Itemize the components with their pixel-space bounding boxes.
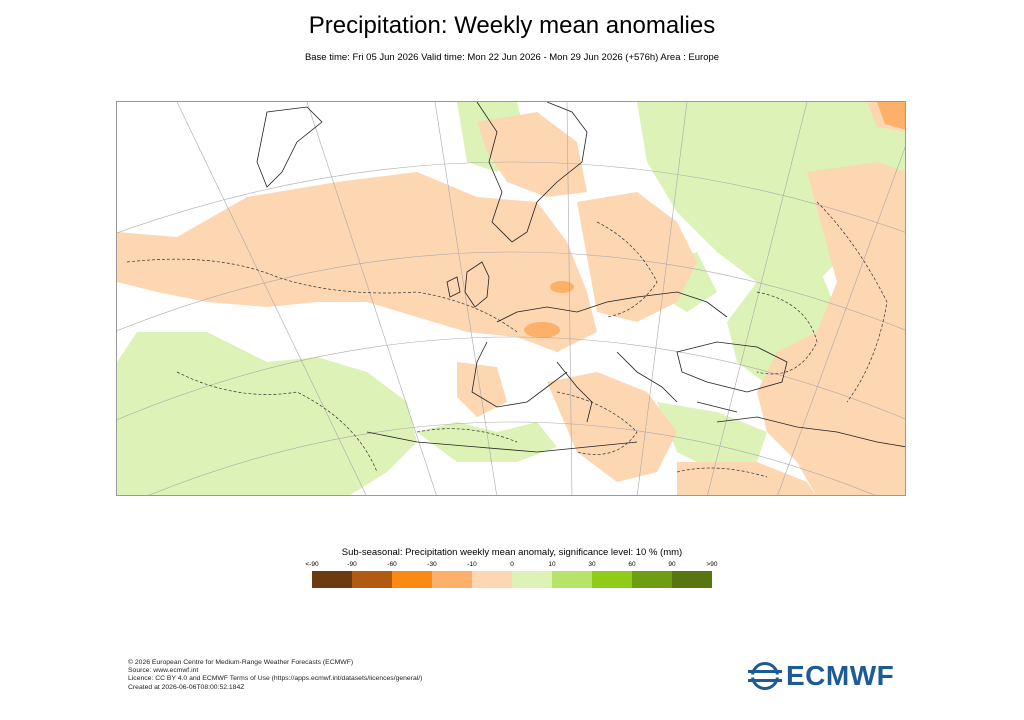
page-subtitle: Base time: Fri 05 Jun 2026 Valid time: M… — [304, 52, 720, 63]
legend-tick: 0 — [510, 561, 514, 568]
legend-tick: -90 — [347, 561, 357, 568]
anomaly-map — [116, 101, 906, 496]
footer-copyright: © 2026 European Centre for Medium-Range … — [128, 659, 354, 666]
significance-contours — [126, 201, 888, 478]
legend-tick: <-90 — [305, 561, 319, 568]
strong-dry-spots — [524, 102, 905, 338]
legend-title: Sub-seasonal: Precipitation weekly mean … — [341, 547, 683, 558]
footer-licence: Licence: CC BY 4.0 and ECMWF Terms of Us… — [128, 675, 423, 683]
legend-tick: -60 — [387, 561, 397, 568]
legend-tick: -30 — [427, 561, 437, 568]
legend-tick: >90 — [706, 561, 718, 568]
coastlines — [256, 102, 905, 453]
legend-swatch — [312, 571, 352, 588]
legend-swatch — [472, 571, 512, 588]
page-title: Precipitation: Weekly mean anomalies — [308, 12, 716, 39]
legend-tick: 10 — [548, 561, 556, 568]
ecmwf-logo-text: ECMWF — [786, 660, 895, 691]
footer: © 2026 European Centre for Medium-Range … — [128, 659, 422, 692]
legend-ticks: <-90 -90 -60 -30 -10 0 10 30 60 90 >90 — [292, 561, 732, 571]
footer-created: Created at 2026-06-06T08:00:52.184Z — [128, 683, 245, 691]
graticule — [117, 102, 905, 495]
legend-swatch — [672, 571, 712, 588]
legend-swatch — [632, 571, 672, 588]
legend-swatch — [392, 571, 432, 588]
legend-color-bar — [312, 571, 712, 588]
legend-tick: 60 — [628, 561, 636, 568]
legend-swatch — [512, 571, 552, 588]
legend-swatch — [552, 571, 592, 588]
legend-tick: 30 — [588, 561, 596, 568]
ecmwf-logo: ECMWF — [748, 660, 894, 692]
footer-source: Source: www.ecmwf.int — [128, 667, 199, 675]
legend-swatch — [432, 571, 472, 588]
legend-swatch — [592, 571, 632, 588]
map-canvas — [117, 102, 905, 495]
legend-swatch — [352, 571, 392, 588]
ecmwf-globe-icon — [748, 662, 782, 690]
legend-tick: 90 — [668, 561, 676, 568]
legend-tick: -10 — [467, 561, 477, 568]
